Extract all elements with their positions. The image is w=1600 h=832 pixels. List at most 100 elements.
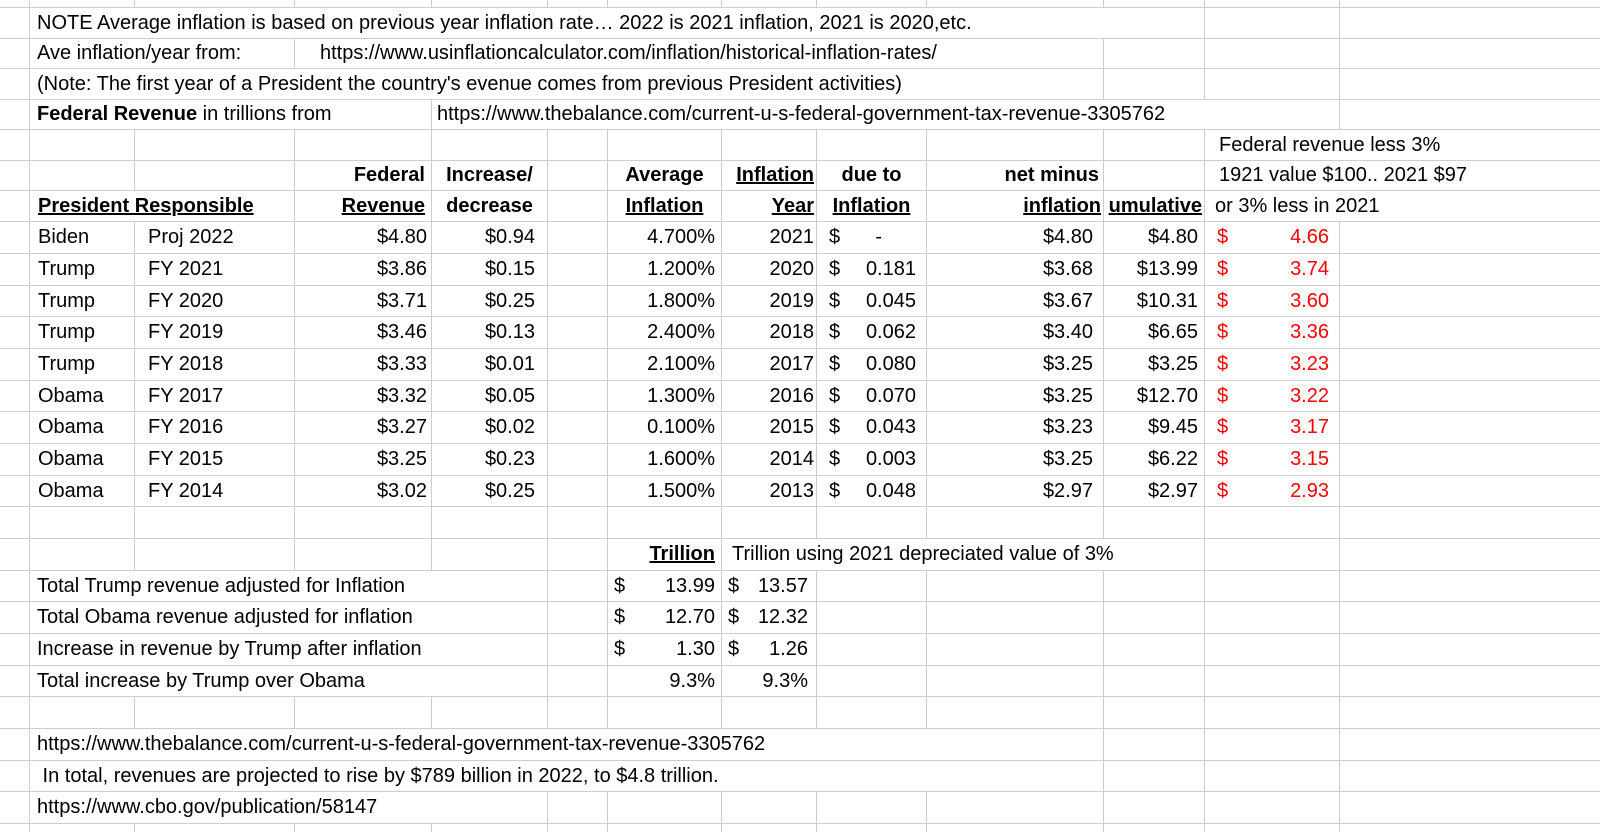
cell-inflation-year[interactable]: 2017	[722, 349, 817, 380]
cell-empty[interactable]	[548, 161, 608, 190]
cell-empty[interactable]	[0, 0, 30, 7]
inflation-source-url-cell[interactable]: https://www.usinflationcalculator.com/in…	[295, 39, 1104, 68]
cell-empty[interactable]	[1340, 0, 1600, 7]
cell-empty[interactable]	[0, 507, 30, 538]
header-federal[interactable]: Federal	[295, 161, 432, 190]
cell-average-inflation[interactable]: 2.400%	[608, 317, 722, 348]
cell-empty[interactable]	[1205, 39, 1340, 68]
cell-increase-decrease[interactable]: $0.25	[432, 286, 548, 316]
cell-empty[interactable]	[722, 824, 817, 832]
cell-empty[interactable]	[548, 412, 608, 443]
cell-empty[interactable]	[927, 571, 1104, 601]
cell-empty[interactable]	[722, 507, 817, 538]
cell-empty[interactable]	[1340, 571, 1600, 601]
cell-empty[interactable]	[0, 824, 30, 832]
cell-net-minus-inflation[interactable]: $3.25	[927, 444, 1104, 475]
cell-empty[interactable]	[927, 634, 1104, 665]
summary-pct-2021-cell[interactable]: 9.3%	[722, 666, 817, 696]
cell-empty[interactable]	[1340, 761, 1600, 791]
cell-net-minus-inflation[interactable]: $3.25	[927, 349, 1104, 380]
cell-empty[interactable]	[1104, 761, 1205, 791]
cell-empty[interactable]	[30, 539, 135, 570]
cell-empty[interactable]	[0, 381, 30, 411]
cell-empty[interactable]	[817, 666, 927, 696]
cell-empty[interactable]	[0, 571, 30, 601]
cell-average-inflation[interactable]: 2.100%	[608, 349, 722, 380]
cell-empty[interactable]	[817, 130, 927, 160]
cell-revenue-less-3pct[interactable]: $3.74	[1205, 254, 1340, 285]
cell-federal-revenue[interactable]: $3.33	[295, 349, 432, 380]
cell-inflation-year[interactable]: 2015	[722, 412, 817, 443]
cell-empty[interactable]	[0, 286, 30, 316]
cell-empty[interactable]	[1340, 697, 1600, 728]
cell-empty[interactable]	[1104, 130, 1205, 160]
cell-empty[interactable]	[927, 130, 1104, 160]
cell-increase-decrease[interactable]: $0.15	[432, 254, 548, 285]
cell-federal-revenue[interactable]: $3.46	[295, 317, 432, 348]
cell-president[interactable]: Obama	[30, 476, 135, 506]
header-trillion[interactable]: Trillion	[608, 539, 722, 570]
cell-empty[interactable]	[722, 792, 817, 823]
ave-inflation-label-cell[interactable]: Ave inflation/year from:	[30, 39, 295, 68]
cell-fiscal-year[interactable]: FY 2015	[135, 444, 295, 475]
cell-empty[interactable]	[548, 792, 608, 823]
cell-empty[interactable]	[295, 0, 432, 7]
cell-empty[interactable]	[548, 349, 608, 380]
cell-president[interactable]: Biden	[30, 222, 135, 253]
cell-inflation-year[interactable]: 2014	[722, 444, 817, 475]
cell-empty[interactable]	[0, 539, 30, 570]
cell-inflation-year[interactable]: 2021	[722, 222, 817, 253]
summary-label-pct-increase[interactable]: Total increase by Trump over Obama	[30, 666, 548, 696]
cell-empty[interactable]	[0, 222, 30, 253]
cell-empty[interactable]	[1104, 697, 1205, 728]
cell-empty[interactable]	[1104, 602, 1205, 633]
cell-revenue-less-3pct[interactable]: $3.17	[1205, 412, 1340, 443]
cell-empty[interactable]	[0, 191, 30, 221]
header-cumulative[interactable]: umulative	[1104, 191, 1205, 221]
cell-empty[interactable]	[0, 161, 30, 190]
cell-empty[interactable]	[295, 507, 432, 538]
cell-net-minus-inflation[interactable]: $4.80	[927, 222, 1104, 253]
cell-empty[interactable]	[1205, 539, 1340, 570]
cell-fiscal-year[interactable]: FY 2014	[135, 476, 295, 506]
cell-revenue-less-3pct[interactable]: $4.66	[1205, 222, 1340, 253]
cell-empty[interactable]	[1205, 8, 1340, 38]
cell-fiscal-year[interactable]: FY 2019	[135, 317, 295, 348]
cell-empty[interactable]	[1104, 666, 1205, 696]
cell-empty[interactable]	[817, 792, 927, 823]
cell-net-minus-inflation[interactable]: $2.97	[927, 476, 1104, 506]
cell-empty[interactable]	[1340, 222, 1600, 253]
cell-increase-decrease[interactable]: $0.13	[432, 317, 548, 348]
cell-net-minus-inflation[interactable]: $3.68	[927, 254, 1104, 285]
cell-average-inflation[interactable]: 4.700%	[608, 222, 722, 253]
cell-revenue-less-3pct[interactable]: $3.60	[1205, 286, 1340, 316]
cell-fiscal-year[interactable]: Proj 2022	[135, 222, 295, 253]
cell-empty[interactable]	[1340, 539, 1600, 570]
cell-inflation-year[interactable]: 2013	[722, 476, 817, 506]
cell-empty[interactable]	[548, 602, 608, 633]
summary-trump-total-2021-cell[interactable]: $13.57	[722, 571, 817, 601]
cell-empty[interactable]	[1205, 507, 1340, 538]
cell-empty[interactable]	[548, 0, 608, 7]
cell-cumulative[interactable]: $3.25	[1104, 349, 1205, 380]
cell-empty[interactable]	[1340, 8, 1600, 38]
cell-empty[interactable]	[927, 792, 1104, 823]
cell-cumulative[interactable]: $13.99	[1104, 254, 1205, 285]
cell-empty[interactable]	[927, 666, 1104, 696]
cell-empty[interactable]	[0, 254, 30, 285]
footer-balance-url-cell[interactable]: https://www.thebalance.com/current-u-s-f…	[30, 729, 1104, 760]
cell-federal-revenue[interactable]: $3.32	[295, 381, 432, 411]
cell-empty[interactable]	[1104, 507, 1205, 538]
cell-due-to-inflation[interactable]: $0.070	[817, 381, 927, 411]
cell-cumulative[interactable]: $12.70	[1104, 381, 1205, 411]
cell-empty[interactable]	[30, 824, 135, 832]
cell-empty[interactable]	[1104, 729, 1205, 760]
footer-cbo-url-cell[interactable]: https://www.cbo.gov/publication/58147	[30, 792, 548, 823]
cell-revenue-less-3pct[interactable]: $3.22	[1205, 381, 1340, 411]
cell-empty[interactable]	[608, 697, 722, 728]
cell-due-to-inflation[interactable]: $0.043	[817, 412, 927, 443]
cell-net-minus-inflation[interactable]: $3.23	[927, 412, 1104, 443]
cell-empty[interactable]	[548, 381, 608, 411]
cell-empty[interactable]	[817, 571, 927, 601]
cell-cumulative[interactable]: $4.80	[1104, 222, 1205, 253]
